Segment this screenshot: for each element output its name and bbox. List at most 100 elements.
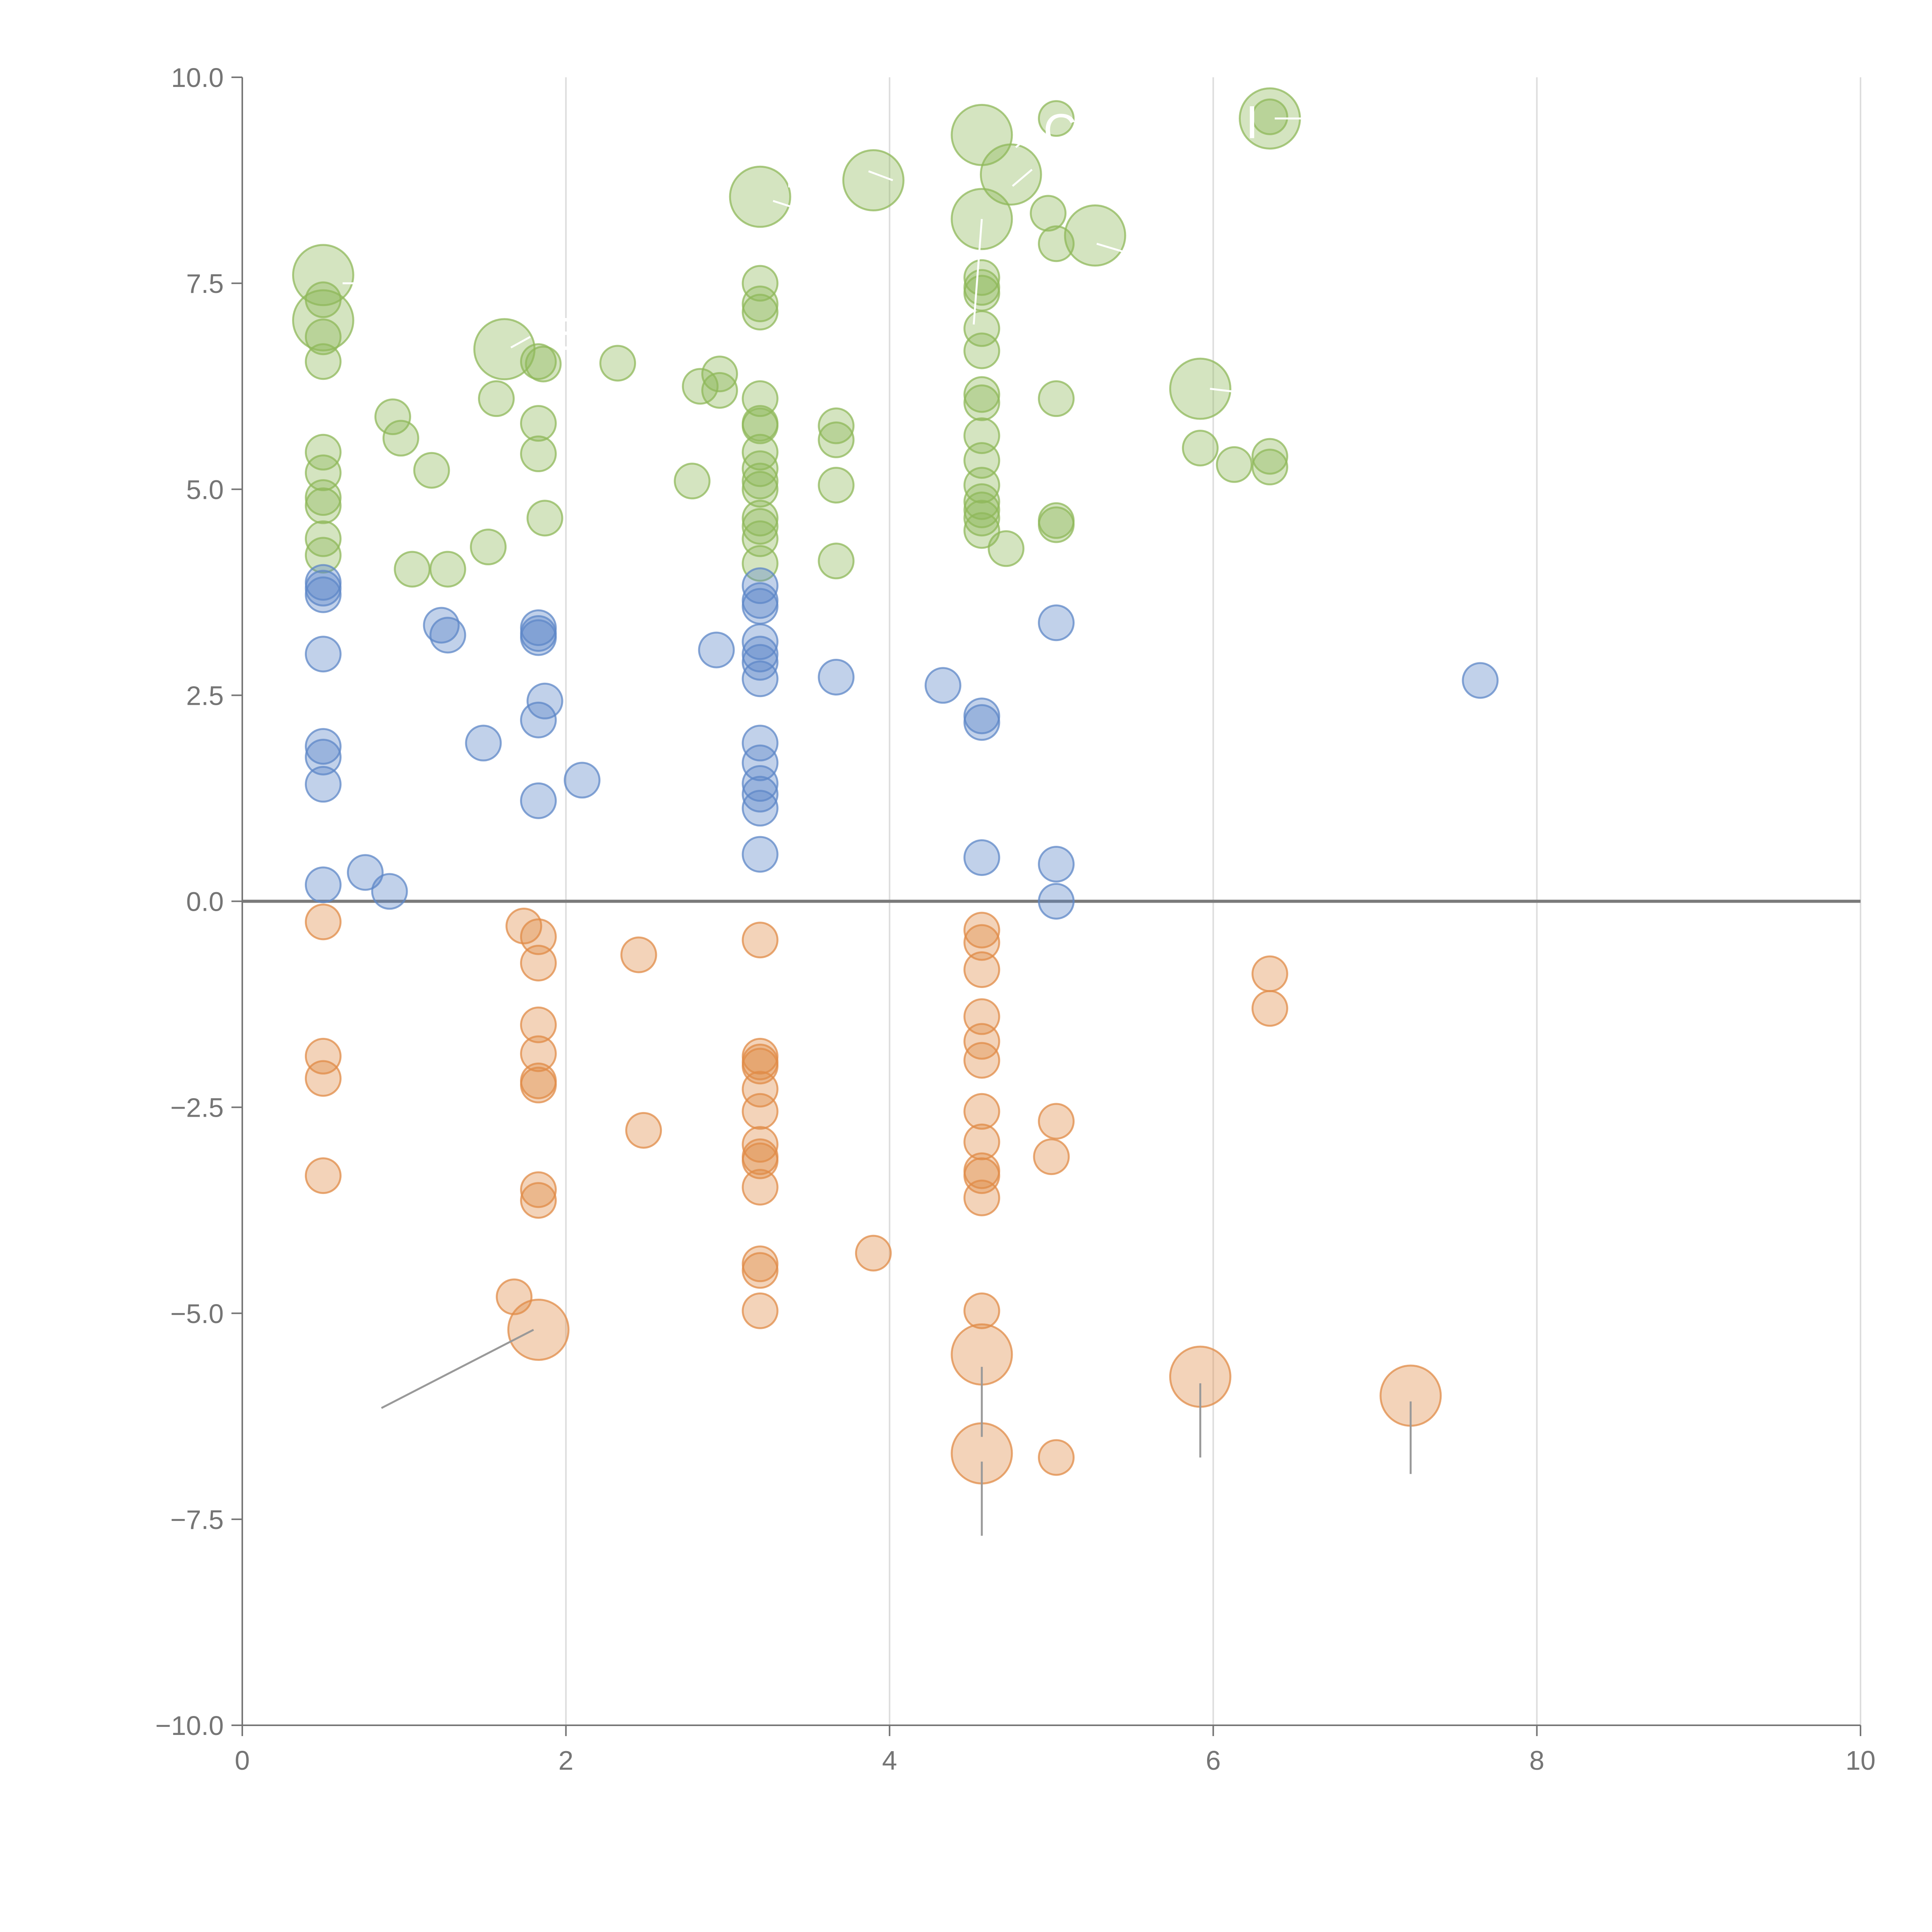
blue-bubble [742, 790, 779, 827]
annotation-label: I [1246, 96, 1259, 148]
orange-bubble [507, 1298, 570, 1361]
blue-bubble [304, 728, 342, 765]
blue-bubble [963, 839, 1000, 876]
orange-bubble [742, 1071, 779, 1108]
annotation-leader-line [1012, 168, 1033, 187]
orange-bubble [963, 1157, 1000, 1194]
blue-bubble [520, 619, 557, 656]
green-bubble [520, 405, 557, 442]
blue-bubble [429, 617, 466, 654]
green-bubble [988, 530, 1025, 567]
x-tick-label: 6 [1206, 1745, 1221, 1776]
orange-bubble [520, 1006, 557, 1043]
green-bubble [1064, 204, 1126, 267]
annotation-leader-line [1210, 388, 1238, 393]
annotation-leader-line [510, 336, 531, 349]
annotation-label: ZRX [372, 257, 464, 309]
blue-bubble [1038, 883, 1075, 920]
green-bubble [980, 143, 1042, 206]
orange-bubble [963, 924, 1000, 961]
orange-bubble [1038, 1103, 1075, 1140]
green-bubble [742, 407, 779, 444]
blue-bubble [818, 658, 855, 696]
orange-bubble [520, 944, 557, 981]
green-bubble [304, 537, 342, 574]
annotation-leader-line [381, 1329, 534, 1409]
orange-bubble [1251, 990, 1288, 1027]
green-bubble [818, 407, 855, 444]
green-bubble [742, 294, 779, 331]
green-bubble [478, 380, 515, 417]
green-bubble [429, 551, 466, 588]
green-bubble [673, 463, 711, 500]
bubbles [292, 87, 1499, 1485]
green-bubble [742, 450, 779, 487]
blue-bubble [698, 631, 735, 668]
orange-bubble [855, 1235, 892, 1272]
orange-bubble [520, 1066, 557, 1104]
green-bubble [963, 492, 1000, 529]
green-bubble [963, 500, 1000, 537]
green-bubble [963, 259, 1000, 296]
annotation-leader-line [1096, 243, 1125, 253]
orange-bubble [742, 1168, 779, 1206]
green-bubble [842, 149, 905, 212]
orange-bubble [963, 1023, 1000, 1060]
blue-bubble [304, 636, 342, 673]
green-bubble [818, 467, 855, 504]
orange-bubble [304, 903, 342, 940]
green-bubble [742, 545, 779, 582]
y-tick-label: 5.0 [186, 474, 224, 505]
green-bubble [742, 285, 779, 322]
orange-bubble [963, 1292, 1000, 1329]
blue-bubble [347, 854, 384, 891]
green-bubble [742, 508, 779, 545]
green-bubble [1038, 380, 1075, 417]
blue-bubble [742, 724, 779, 762]
blue-bubble [1038, 604, 1075, 641]
annotation-leader-line [1015, 134, 1031, 148]
green-bubble [1216, 446, 1253, 483]
green-bubble [525, 345, 562, 383]
blue-bubble [465, 724, 502, 762]
orange-bubble [742, 1142, 779, 1179]
annotation-leader-line [973, 219, 983, 325]
orange-bubble [520, 1182, 557, 1219]
orange-bubble [625, 1112, 662, 1149]
green-bubble [1182, 430, 1219, 467]
annotations: ZRX B E C I [342, 96, 1412, 1536]
blue-bubble [304, 738, 342, 776]
orange-bubble [1033, 1138, 1070, 1175]
green-bubble [742, 471, 779, 508]
x-tick-label: 0 [235, 1745, 250, 1776]
blue-bubble [924, 667, 961, 704]
axes: 0 2 4 6 8 10 −10.0 −7.5 −5.0 −2.5 0.0 2.5 5.0 7.5 10.0 [155, 63, 1876, 1776]
orange-bubble [742, 1252, 779, 1289]
orange-bubble [304, 1060, 342, 1097]
y-tick-label: 10.0 [171, 63, 224, 93]
blue-bubble [563, 762, 600, 799]
blue-bubble [742, 588, 779, 625]
orange-bubble [496, 1278, 533, 1315]
orange-bubble [520, 1035, 557, 1072]
y-tick-label: −5.0 [170, 1299, 224, 1329]
y-tick-label: −2.5 [170, 1093, 224, 1123]
orange-bubble [742, 1093, 779, 1130]
y-tick-label: 7.5 [186, 269, 224, 299]
annotation-label: C [1043, 105, 1077, 156]
blue-bubble [742, 836, 779, 873]
green-bubble [963, 275, 1000, 312]
orange-bubble [620, 936, 657, 973]
green-bubble [729, 165, 791, 228]
green-bubble [701, 372, 738, 409]
orange-bubble [742, 922, 779, 959]
y-tick-label: −10.0 [155, 1711, 224, 1741]
green-bubble [742, 500, 779, 537]
blue-bubble [963, 704, 1000, 741]
blue-bubble [423, 607, 460, 644]
orange-bubble [520, 918, 557, 955]
orange-bubble [304, 1037, 342, 1075]
orange-bubble [1251, 955, 1288, 992]
green-bubble [818, 543, 855, 580]
blue-bubble [304, 576, 342, 613]
